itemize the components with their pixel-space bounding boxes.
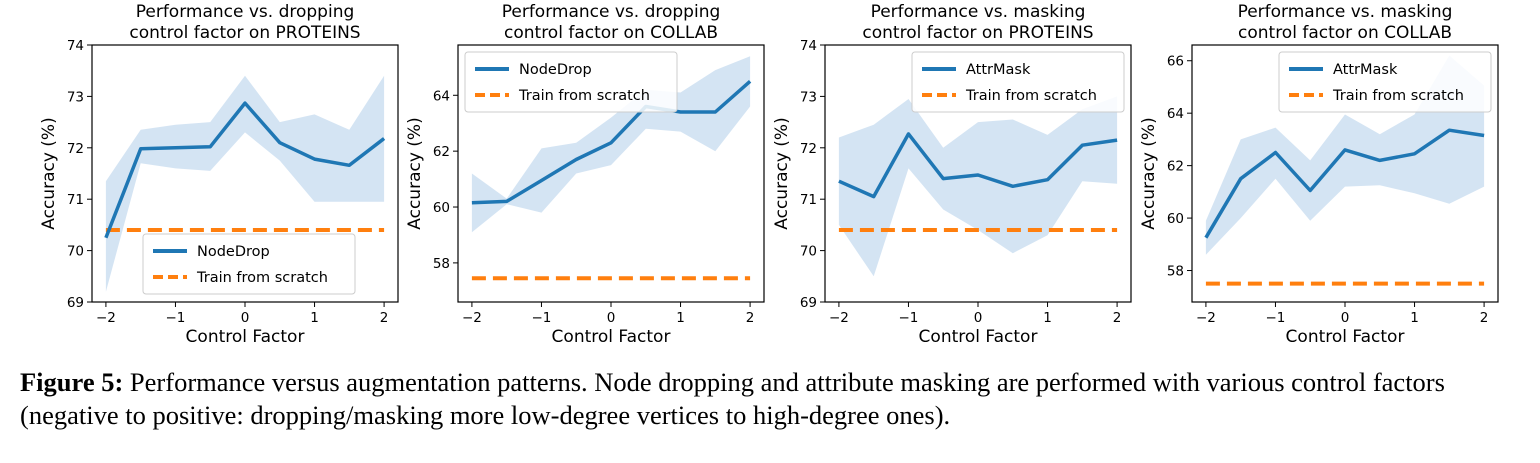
x-tick-label: 1 xyxy=(676,310,685,326)
y-tick-label: 62 xyxy=(433,144,450,160)
chart-title-line: control factor on COLLAB xyxy=(1238,23,1452,43)
y-tick-label: 64 xyxy=(433,88,450,104)
x-tick-label: −2 xyxy=(462,310,482,326)
legend: NodeDrop Train from scratch xyxy=(464,51,678,113)
x-tick-label: 1 xyxy=(1043,310,1052,326)
x-tick-label: −1 xyxy=(166,310,186,326)
x-axis-label: Control Factor xyxy=(552,327,671,347)
accuracy-line xyxy=(1204,128,1485,239)
chart-title-line: Performance vs. masking xyxy=(1238,2,1453,22)
x-tick-label: 0 xyxy=(607,310,616,326)
y-axis-label: Accuracy (%) xyxy=(1139,117,1159,229)
x-tick-label: 2 xyxy=(746,310,755,326)
x-tick-label: 2 xyxy=(380,310,389,326)
chart-title-line: control factor on PROTEINS xyxy=(862,23,1093,43)
legend: AttrMask Train from scratch xyxy=(1278,51,1492,113)
y-tick-label: 71 xyxy=(800,192,817,208)
x-tick-label: 2 xyxy=(1113,310,1122,326)
confidence-band xyxy=(838,96,1118,277)
y-tick-label: 70 xyxy=(800,244,817,260)
legend-box xyxy=(911,51,1125,113)
y-tick-label: 66 xyxy=(1167,54,1184,70)
chart-title-line: Performance vs. masking xyxy=(871,2,1086,22)
legend-label: AttrMask xyxy=(1333,62,1398,78)
caption-text: Performance versus augmentation patterns… xyxy=(20,367,1445,430)
y-tick-label: 60 xyxy=(1167,211,1184,227)
x-tick-label: −2 xyxy=(96,310,116,326)
x-tick-label: −2 xyxy=(1196,310,1216,326)
y-tick-label: 72 xyxy=(67,141,84,157)
confidence-band xyxy=(105,75,385,292)
x-tick-label: 1 xyxy=(310,310,319,326)
y-tick-label: 69 xyxy=(67,295,84,311)
accuracy-line xyxy=(104,101,386,239)
x-axis-label: Control Factor xyxy=(186,327,305,347)
chart-title-line: Performance vs. dropping xyxy=(136,2,355,22)
y-tick-label: 73 xyxy=(800,89,817,105)
figure-caption: Figure 5: Performance versus augmentatio… xyxy=(20,366,1530,432)
x-tick-label: −2 xyxy=(829,310,849,326)
x-tick-label: −1 xyxy=(1266,310,1286,326)
y-tick-label: 60 xyxy=(433,200,450,216)
y-tick-label: 73 xyxy=(67,89,84,105)
legend-box xyxy=(142,233,356,295)
legend-label: NodeDrop xyxy=(519,62,592,78)
y-tick-label: 64 xyxy=(1167,106,1184,122)
y-tick-label: 71 xyxy=(67,192,84,208)
legend-label: Train from scratch xyxy=(196,270,328,286)
legend-box xyxy=(464,51,678,113)
chart-title-line: Performance vs. dropping xyxy=(502,2,721,22)
y-tick-label: 72 xyxy=(800,141,817,157)
legend: NodeDrop Train from scratch xyxy=(142,233,356,295)
y-axis-label: Accuracy (%) xyxy=(39,117,59,229)
x-tick-label: 0 xyxy=(241,310,250,326)
accuracy-line xyxy=(838,132,1118,199)
legend-label: AttrMask xyxy=(966,62,1031,78)
legend: AttrMask Train from scratch xyxy=(911,51,1125,113)
legend-box xyxy=(1278,51,1492,113)
y-tick-label: 74 xyxy=(800,38,817,54)
x-tick-label: 2 xyxy=(1480,310,1489,326)
x-axis-label: Control Factor xyxy=(919,327,1038,347)
legend-label: Train from scratch xyxy=(965,88,1097,104)
y-axis-label: Accuracy (%) xyxy=(405,117,425,229)
y-tick-label: 58 xyxy=(1167,264,1184,280)
chart-title-line: control factor on PROTEINS xyxy=(129,23,360,43)
y-tick-label: 74 xyxy=(67,38,84,54)
legend-label: Train from scratch xyxy=(1332,88,1464,104)
x-tick-label: −1 xyxy=(532,310,552,326)
y-tick-label: 62 xyxy=(1167,159,1184,175)
accuracy-line xyxy=(471,79,752,205)
confidence-band xyxy=(1205,55,1485,255)
legend-label: Train from scratch xyxy=(518,88,650,104)
x-tick-label: 0 xyxy=(974,310,983,326)
y-tick-label: 58 xyxy=(433,256,450,272)
legend-label: NodeDrop xyxy=(197,244,270,260)
caption-label: Figure 5: xyxy=(20,367,124,397)
x-axis-label: Control Factor xyxy=(1286,327,1405,347)
x-tick-label: −1 xyxy=(899,310,919,326)
y-axis-label: Accuracy (%) xyxy=(772,117,792,229)
y-tick-label: 70 xyxy=(67,244,84,260)
y-tick-label: 69 xyxy=(800,295,817,311)
x-tick-label: 0 xyxy=(1341,310,1350,326)
x-tick-label: 1 xyxy=(1410,310,1419,326)
chart-title-line: control factor on COLLAB xyxy=(504,23,718,43)
